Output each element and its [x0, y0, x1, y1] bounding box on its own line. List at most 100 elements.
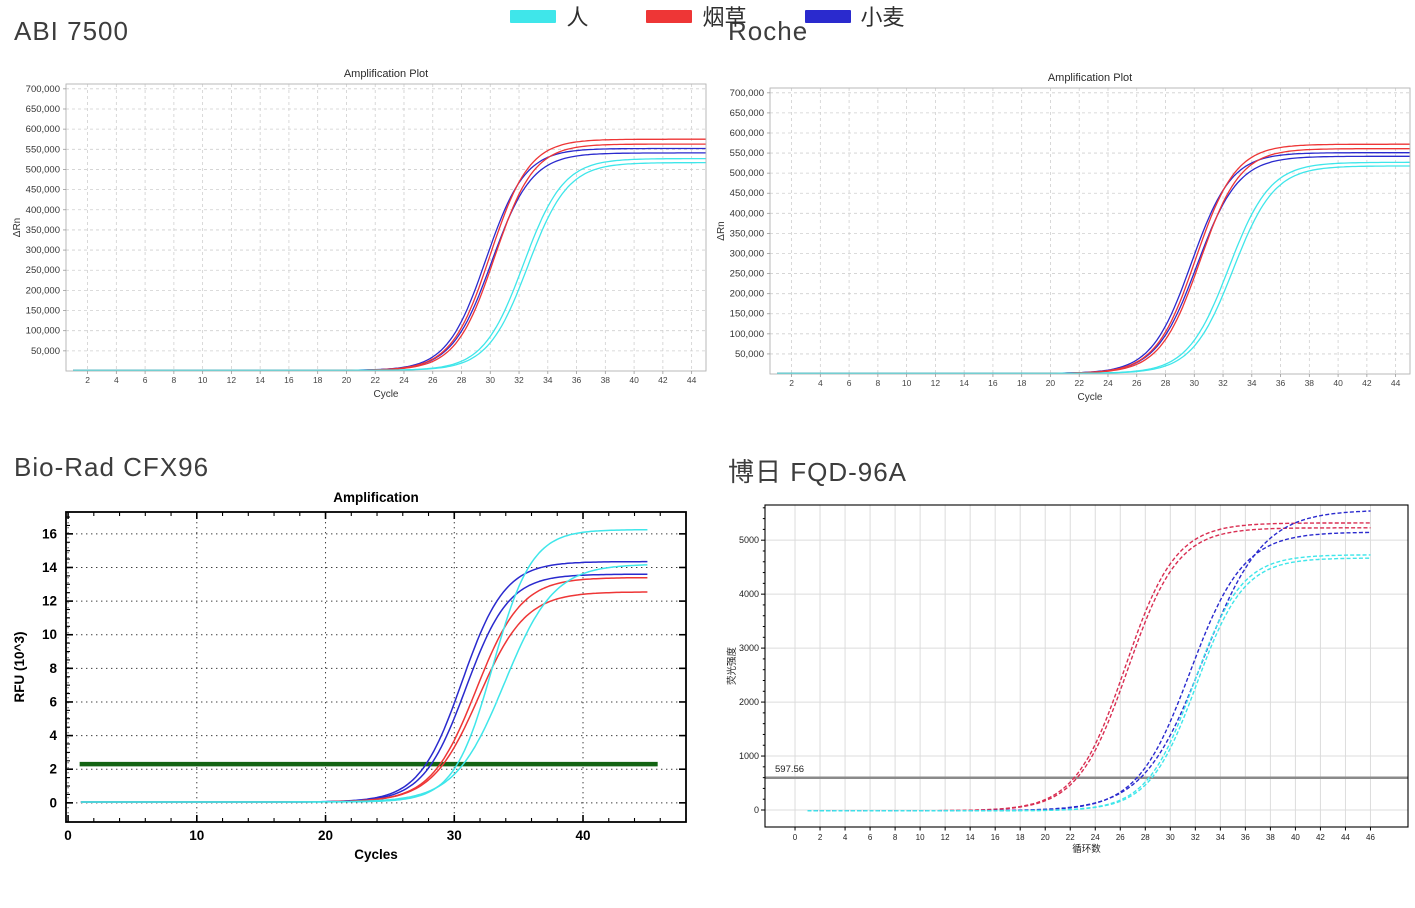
- svg-text:550,000: 550,000: [26, 144, 60, 155]
- svg-text:荧光强度: 荧光强度: [726, 647, 738, 686]
- svg-text:16: 16: [988, 378, 998, 388]
- svg-text:38: 38: [1266, 833, 1275, 842]
- svg-text:2: 2: [49, 762, 57, 777]
- legend-item-tobacco: 烟草: [646, 0, 747, 32]
- svg-text:32: 32: [1218, 378, 1228, 388]
- svg-text:10: 10: [42, 627, 57, 642]
- svg-text:42: 42: [1362, 378, 1372, 388]
- legend-label-tobacco: 烟草: [702, 5, 747, 30]
- svg-text:44: 44: [1391, 378, 1401, 388]
- svg-text:28: 28: [1141, 833, 1150, 842]
- svg-text:350,000: 350,000: [26, 225, 60, 236]
- svg-text:650,000: 650,000: [26, 104, 60, 115]
- svg-text:Cycle: Cycle: [373, 389, 398, 400]
- svg-text:550,000: 550,000: [730, 148, 764, 159]
- svg-text:20: 20: [1046, 378, 1056, 388]
- svg-text:10: 10: [916, 833, 925, 842]
- svg-text:0: 0: [793, 833, 798, 842]
- svg-text:2: 2: [789, 378, 794, 388]
- svg-text:400,000: 400,000: [26, 205, 60, 216]
- svg-text:18: 18: [313, 375, 323, 385]
- svg-text:650,000: 650,000: [730, 108, 764, 119]
- svg-text:12: 12: [941, 833, 950, 842]
- svg-text:14: 14: [966, 833, 975, 842]
- human-color-swatch: [510, 9, 557, 23]
- wheat-color-swatch: [804, 9, 851, 23]
- svg-text:150,000: 150,000: [26, 306, 60, 317]
- svg-text:10: 10: [902, 378, 912, 388]
- svg-text:44: 44: [1341, 833, 1350, 842]
- tobacco-color-swatch: [646, 9, 693, 23]
- svg-text:24: 24: [1103, 378, 1113, 388]
- svg-text:28: 28: [457, 375, 467, 385]
- svg-text:250,000: 250,000: [26, 265, 60, 276]
- svg-text:597.56: 597.56: [775, 764, 804, 775]
- svg-text:Amplification Plot: Amplification Plot: [344, 68, 428, 80]
- svg-text:600,000: 600,000: [26, 124, 60, 135]
- svg-text:26: 26: [1132, 378, 1142, 388]
- svg-text:450,000: 450,000: [26, 185, 60, 196]
- svg-text:16: 16: [284, 375, 294, 385]
- svg-text:350,000: 350,000: [730, 228, 764, 239]
- svg-text:200,000: 200,000: [730, 289, 764, 300]
- legend-item-human: 人: [510, 0, 588, 32]
- svg-text:6: 6: [868, 833, 873, 842]
- svg-text:300,000: 300,000: [730, 248, 764, 259]
- svg-text:1000: 1000: [739, 751, 759, 761]
- legend: 人 烟草 小麦: [0, 0, 1415, 32]
- svg-text:2: 2: [818, 833, 823, 842]
- svg-text:18: 18: [1016, 833, 1025, 842]
- svg-text:46: 46: [1366, 833, 1375, 842]
- legend-label-human: 人: [566, 5, 589, 30]
- svg-text:50,000: 50,000: [735, 349, 764, 360]
- svg-text:44: 44: [687, 375, 697, 385]
- svg-text:8: 8: [49, 661, 57, 676]
- svg-text:450,000: 450,000: [730, 188, 764, 199]
- svg-text:600,000: 600,000: [730, 128, 764, 139]
- svg-text:150,000: 150,000: [730, 309, 764, 320]
- svg-text:26: 26: [428, 375, 438, 385]
- svg-text:8: 8: [893, 833, 898, 842]
- svg-text:100,000: 100,000: [26, 326, 60, 337]
- svg-text:18: 18: [1017, 378, 1027, 388]
- svg-text:24: 24: [1091, 833, 1100, 842]
- svg-text:0: 0: [49, 795, 57, 810]
- svg-text:38: 38: [601, 375, 611, 385]
- svg-text:300,000: 300,000: [26, 245, 60, 256]
- svg-text:32: 32: [1191, 833, 1200, 842]
- svg-text:30: 30: [486, 375, 496, 385]
- svg-text:4000: 4000: [739, 589, 759, 599]
- svg-text:10: 10: [189, 828, 204, 843]
- svg-text:700,000: 700,000: [26, 84, 60, 95]
- legend-label-wheat: 小麦: [860, 5, 905, 30]
- svg-text:250,000: 250,000: [730, 269, 764, 280]
- svg-text:14: 14: [959, 378, 969, 388]
- svg-text:8: 8: [875, 378, 880, 388]
- cfx96-amplification-plot: 0 10 20 30 40 0 2 4 6 8 10 12 14 16 Amplification Cycle…: [12, 490, 687, 862]
- svg-text:28: 28: [1161, 378, 1171, 388]
- svg-text:2000: 2000: [739, 697, 759, 707]
- svg-text:14: 14: [42, 560, 58, 575]
- svg-text:6: 6: [49, 694, 57, 709]
- svg-text:500,000: 500,000: [26, 164, 60, 175]
- svg-text:3000: 3000: [739, 643, 759, 653]
- svg-text:42: 42: [658, 375, 668, 385]
- svg-text:200,000: 200,000: [26, 285, 60, 296]
- svg-text:16: 16: [42, 526, 58, 541]
- svg-text:22: 22: [1074, 378, 1084, 388]
- svg-text:4: 4: [843, 833, 848, 842]
- svg-text:20: 20: [1041, 833, 1050, 842]
- svg-text:4: 4: [114, 375, 119, 385]
- svg-text:4: 4: [818, 378, 823, 388]
- fqd96a-amplification-plot: 597.560 2 4 6 8 10 12 14 16 18 20 22 24 26 28 30 32 34 36 3…: [726, 504, 1409, 855]
- svg-text:0: 0: [754, 805, 759, 815]
- svg-text:100,000: 100,000: [730, 329, 764, 340]
- roche-heading: Roche: [728, 16, 809, 46]
- svg-text:Cycles: Cycles: [354, 847, 398, 862]
- svg-text:0: 0: [64, 828, 72, 843]
- svg-text:30: 30: [447, 828, 462, 843]
- svg-text:500,000: 500,000: [730, 168, 764, 179]
- svg-text:14: 14: [255, 375, 265, 385]
- svg-text:40: 40: [575, 828, 590, 843]
